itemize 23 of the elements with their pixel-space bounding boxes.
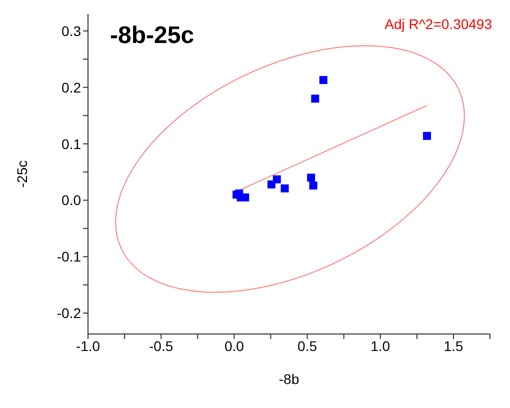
y-tick-label: -0.2 [56, 305, 82, 322]
point [319, 76, 328, 84]
x-axis-title: -8b [278, 371, 300, 387]
x-tick-label: -0.5 [149, 338, 174, 354]
y-tick-label: 0.2 [62, 79, 82, 96]
x-tick-label: 1.0 [370, 338, 390, 354]
annotation: Adj R^2=0.30493 [384, 16, 492, 32]
point [422, 132, 431, 140]
point [307, 174, 316, 182]
point [311, 94, 320, 103]
point [267, 180, 276, 188]
y-axis-title: -25c [14, 160, 30, 188]
y-tick-label: 0.3 [62, 22, 82, 39]
point [280, 184, 289, 192]
y-tick-label: -0.1 [56, 248, 82, 265]
point [309, 182, 318, 190]
x-tick-label: 1.5 [444, 338, 464, 354]
y-tick-label: 0.0 [62, 192, 82, 208]
x-tick-label: 0.5 [298, 338, 318, 354]
x-tick-label: 0.0 [224, 338, 244, 354]
chart-title: -8b-25c [110, 22, 194, 50]
x-tick-label: -1.0 [76, 338, 100, 354]
y-tick-label: 0.1 [62, 136, 82, 152]
